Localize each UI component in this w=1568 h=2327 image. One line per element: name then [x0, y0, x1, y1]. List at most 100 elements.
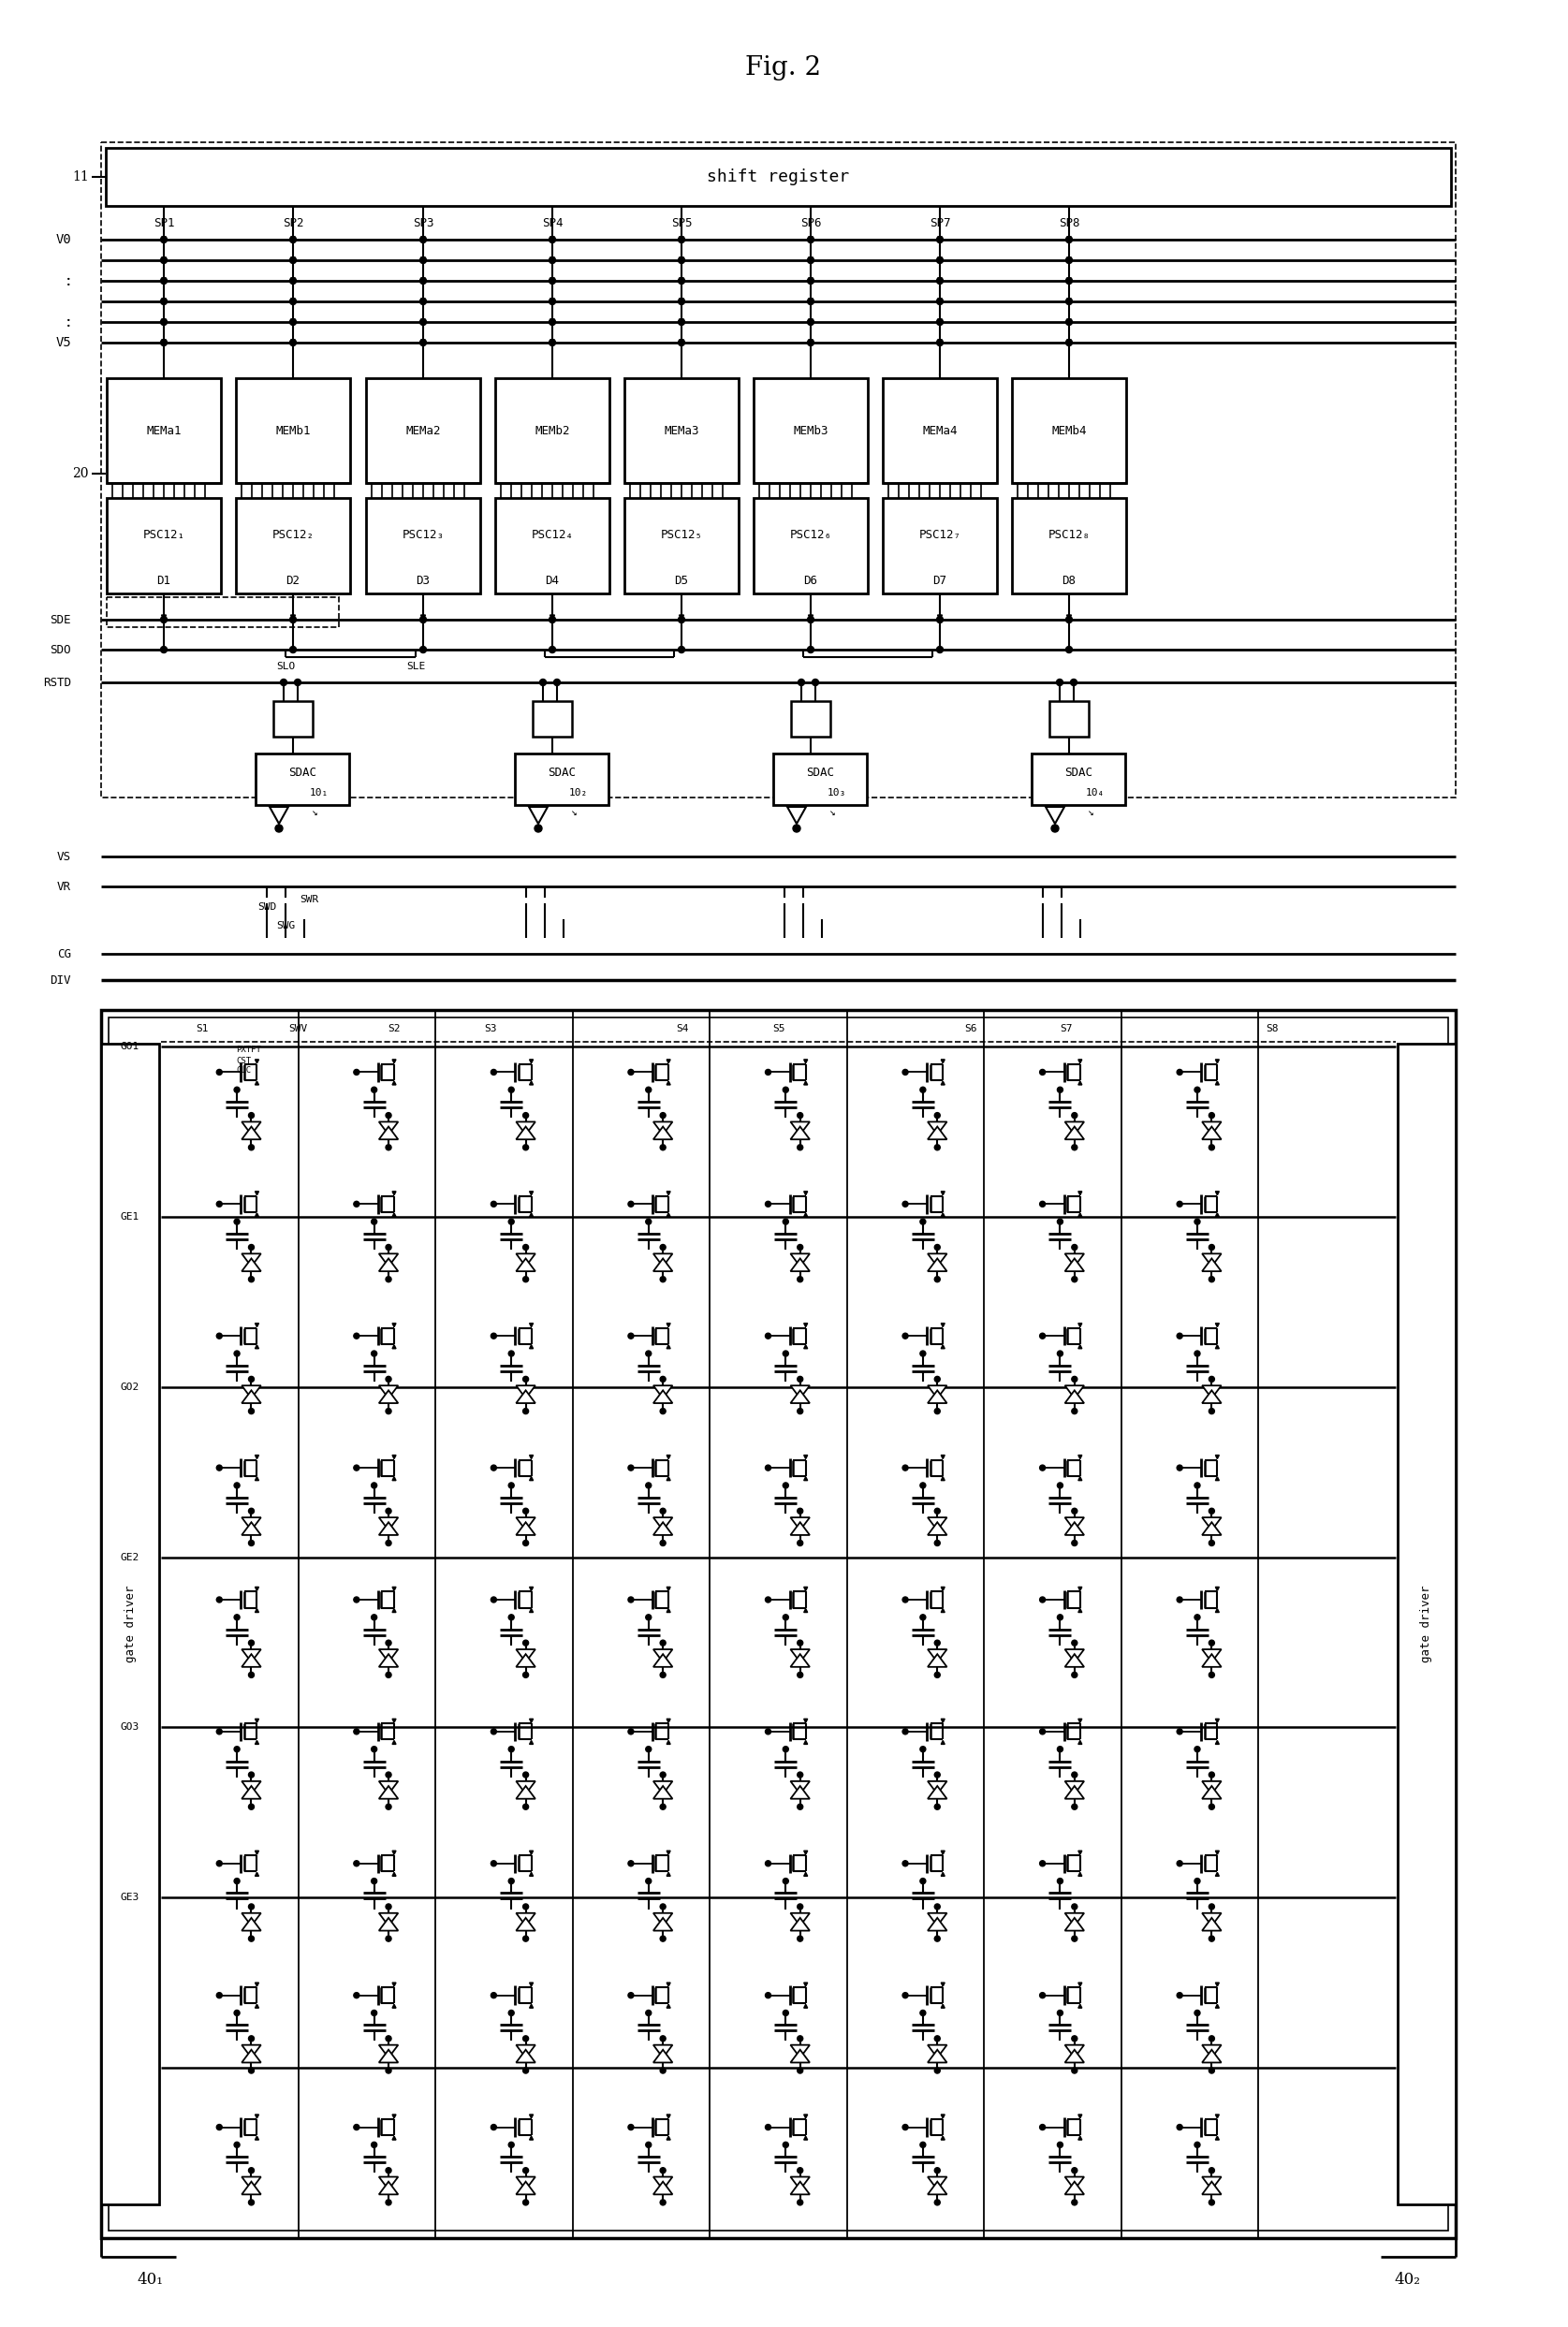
Circle shape [1040, 1596, 1046, 1603]
Polygon shape [790, 1787, 809, 1799]
Circle shape [248, 1508, 254, 1515]
Circle shape [248, 2199, 254, 2206]
Circle shape [1178, 1862, 1182, 1866]
Bar [108, 1017, 1449, 2232]
Polygon shape [379, 1522, 398, 1536]
Polygon shape [392, 1608, 397, 1613]
Polygon shape [654, 1913, 673, 1927]
Polygon shape [1065, 2176, 1083, 2190]
Circle shape [1195, 1615, 1200, 1620]
Polygon shape [679, 258, 684, 263]
Circle shape [420, 277, 426, 284]
Text: PSC12₄: PSC12₄ [532, 528, 574, 540]
Text: CG: CG [56, 947, 71, 961]
Polygon shape [1215, 1324, 1220, 1326]
Circle shape [1040, 2125, 1046, 2129]
Circle shape [797, 1112, 803, 1119]
Polygon shape [1215, 1608, 1220, 1613]
Circle shape [1057, 2011, 1063, 2015]
Circle shape [372, 1745, 376, 1752]
Circle shape [248, 2069, 254, 2073]
Polygon shape [804, 2004, 808, 2008]
Circle shape [1209, 1803, 1215, 1810]
Circle shape [372, 1087, 376, 1094]
Circle shape [765, 2125, 771, 2129]
Circle shape [1195, 1878, 1200, 1885]
Polygon shape [804, 1850, 808, 1855]
Circle shape [1209, 2069, 1215, 2073]
Polygon shape [941, 1191, 946, 1196]
Polygon shape [516, 1913, 535, 1927]
Text: SP5: SP5 [671, 216, 691, 228]
Circle shape [765, 1201, 771, 1208]
Circle shape [372, 2141, 376, 2148]
Polygon shape [1079, 1478, 1082, 1480]
Text: SDE: SDE [50, 614, 71, 626]
Bar [107, 598, 339, 628]
Polygon shape [1079, 1454, 1082, 1459]
Circle shape [808, 237, 814, 242]
Polygon shape [928, 1917, 947, 1931]
Polygon shape [256, 2136, 259, 2141]
Polygon shape [654, 1517, 673, 1531]
Circle shape [281, 679, 287, 686]
Circle shape [1071, 1641, 1077, 1645]
Text: 11: 11 [72, 170, 89, 184]
Polygon shape [790, 1254, 809, 1266]
Circle shape [782, 1087, 789, 1094]
Circle shape [903, 1596, 908, 1603]
Text: S2: S2 [387, 1024, 400, 1033]
Polygon shape [1065, 1126, 1083, 1140]
Text: D3: D3 [416, 575, 430, 586]
Circle shape [386, 1375, 392, 1382]
Polygon shape [379, 1913, 398, 1927]
Circle shape [903, 1333, 908, 1338]
Polygon shape [241, 1780, 260, 1794]
Polygon shape [162, 340, 166, 344]
Circle shape [935, 1375, 941, 1382]
Polygon shape [1215, 1850, 1220, 1855]
Text: 10₄: 10₄ [1085, 789, 1105, 798]
Circle shape [160, 319, 168, 326]
Polygon shape [790, 1650, 809, 1661]
Text: SDAC: SDAC [806, 766, 834, 777]
Circle shape [765, 1992, 771, 1999]
Circle shape [1178, 1333, 1182, 1338]
Text: S6: S6 [964, 1024, 977, 1033]
Polygon shape [941, 1873, 946, 1876]
Polygon shape [941, 1324, 946, 1326]
Circle shape [1178, 1466, 1182, 1471]
Circle shape [522, 2036, 528, 2041]
Text: D2: D2 [285, 575, 299, 586]
Circle shape [1057, 679, 1063, 686]
Circle shape [522, 2199, 528, 2206]
Circle shape [765, 1070, 771, 1075]
Text: MEMb2: MEMb2 [535, 424, 569, 437]
Circle shape [354, 1333, 359, 1338]
Polygon shape [162, 319, 166, 323]
Circle shape [354, 1992, 359, 1999]
Polygon shape [804, 1873, 808, 1876]
Polygon shape [928, 1913, 947, 1927]
Polygon shape [241, 1522, 260, 1536]
Polygon shape [666, 1873, 671, 1876]
Text: SP6: SP6 [800, 216, 822, 228]
Circle shape [160, 647, 168, 654]
Polygon shape [1065, 2183, 1083, 2194]
Polygon shape [256, 1345, 259, 1350]
Circle shape [935, 2036, 941, 2041]
Circle shape [793, 824, 800, 833]
Circle shape [386, 1245, 392, 1250]
Polygon shape [928, 2045, 947, 2057]
Text: SP1: SP1 [154, 216, 174, 228]
Bar [1011, 379, 1126, 484]
Circle shape [491, 1333, 497, 1338]
Polygon shape [928, 1385, 947, 1399]
Circle shape [386, 1673, 392, 1678]
Circle shape [920, 1219, 925, 1224]
Polygon shape [1203, 1126, 1221, 1140]
Circle shape [936, 256, 942, 263]
Circle shape [1057, 1482, 1063, 1489]
Circle shape [549, 237, 555, 242]
Circle shape [765, 1729, 771, 1734]
